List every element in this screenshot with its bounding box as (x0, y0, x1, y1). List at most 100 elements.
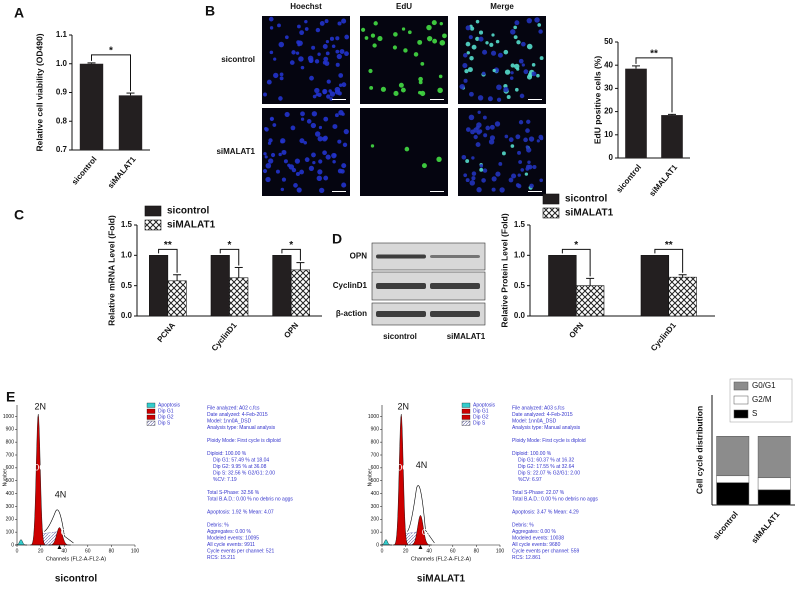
bar (668, 276, 697, 317)
image-row-label: sicontrol (221, 55, 255, 64)
bar-segment (757, 489, 791, 506)
bar (290, 269, 310, 317)
y-tick-label: 0 (609, 153, 614, 162)
y-tick-label: 0.5 (514, 281, 526, 290)
legend-swatch (461, 402, 471, 408)
y-tick-label: 0.0 (514, 311, 526, 320)
nucleus (465, 178, 470, 183)
nucleus (369, 85, 374, 90)
micrograph-bg (262, 108, 350, 196)
nucleus (297, 43, 301, 47)
blot-band (376, 283, 426, 289)
peak-label: 2N (397, 401, 409, 411)
nucleus (284, 111, 290, 117)
nucleus (279, 76, 284, 81)
nucleus (315, 92, 319, 97)
nucleus (518, 120, 524, 125)
nucleus (438, 74, 443, 79)
nucleus (461, 154, 467, 160)
nucleus (518, 58, 524, 64)
nucleus (521, 63, 525, 67)
nucleus (300, 111, 305, 117)
y-tick-label: 600 (6, 465, 15, 471)
nucleus (477, 110, 481, 114)
y-tick-label: 300 (6, 504, 15, 510)
nucleus (489, 135, 496, 141)
nucleus (278, 96, 283, 101)
x-tick-label: 100 (496, 548, 505, 554)
nucleus (473, 134, 478, 140)
x-tick-label: PCNA (156, 321, 178, 344)
nucleus (517, 173, 521, 177)
nucleus (534, 17, 540, 23)
nucleus (468, 114, 475, 121)
analysis-info: Aggregates: 0.00 % (512, 529, 556, 535)
nucleus (475, 36, 480, 41)
nucleus (322, 150, 327, 156)
bar (575, 285, 605, 317)
nucleus (526, 17, 532, 24)
nucleus (343, 128, 349, 135)
nucleus (264, 127, 269, 132)
nucleus (290, 125, 296, 131)
blot-row-label: β-action (336, 309, 367, 318)
nucleus (268, 138, 273, 143)
image-row-label: siMALAT1 (216, 147, 255, 156)
analysis-info: Apoptosis: 1.92 % Mean: 4.07 (207, 509, 274, 515)
significance-label: ** (665, 240, 673, 251)
marker (57, 545, 62, 549)
legend-swatch (542, 207, 560, 219)
scale-bar (332, 191, 346, 192)
nucleus (504, 134, 509, 139)
legend-label: Dip S (158, 420, 171, 426)
nucleus (471, 156, 475, 160)
x-tick-label: OPN (567, 321, 585, 340)
nucleus (322, 44, 328, 49)
nucleus (465, 159, 470, 163)
nucleus (269, 116, 275, 122)
analysis-info: Modeled events: 10095 (207, 535, 259, 541)
nucleus (523, 69, 529, 75)
blot-lane-label: sicontrol (383, 332, 417, 341)
nucleus (398, 82, 404, 88)
nucleus (295, 51, 300, 55)
nucleus (479, 164, 484, 168)
nucleus (439, 21, 443, 26)
nucleus (336, 53, 342, 60)
bar (210, 255, 230, 317)
y-tick-label: 0.5 (121, 281, 133, 290)
nucleus (498, 162, 503, 166)
significance-label: * (574, 240, 578, 251)
x-tick-label: OPN (282, 321, 300, 340)
nucleus (515, 87, 519, 92)
analysis-info: Debris: % (512, 522, 534, 528)
nucleus (331, 44, 336, 49)
nucleus (311, 45, 316, 50)
micrograph (360, 16, 448, 104)
micrograph (360, 108, 448, 196)
nucleus (463, 173, 468, 178)
y-tick-label: 600 (371, 465, 380, 471)
analysis-info: File analyzed: A03 s.fcs (512, 405, 565, 411)
y-tick-label: 1.0 (121, 250, 133, 259)
nucleus (300, 65, 305, 70)
nucleus (334, 113, 339, 118)
bar (548, 255, 577, 317)
outline (44, 509, 74, 544)
panel-letter: D (332, 231, 342, 247)
y-axis-label: Number (2, 468, 8, 486)
legend-label: G0/G1 (752, 381, 776, 390)
panel-letter: C (14, 207, 24, 223)
nucleus (524, 172, 529, 176)
y-tick-label: 1.0 (56, 59, 68, 68)
nucleus (482, 49, 488, 55)
nucleus (296, 187, 302, 193)
legend-swatch (461, 420, 471, 426)
nucleus (536, 139, 540, 143)
nucleus (317, 169, 323, 175)
nucleus (482, 168, 488, 173)
peak-label: 4N (55, 489, 67, 499)
nucleus (514, 63, 520, 70)
x-tick-label: 20 (403, 548, 409, 554)
nucleus (288, 164, 295, 170)
